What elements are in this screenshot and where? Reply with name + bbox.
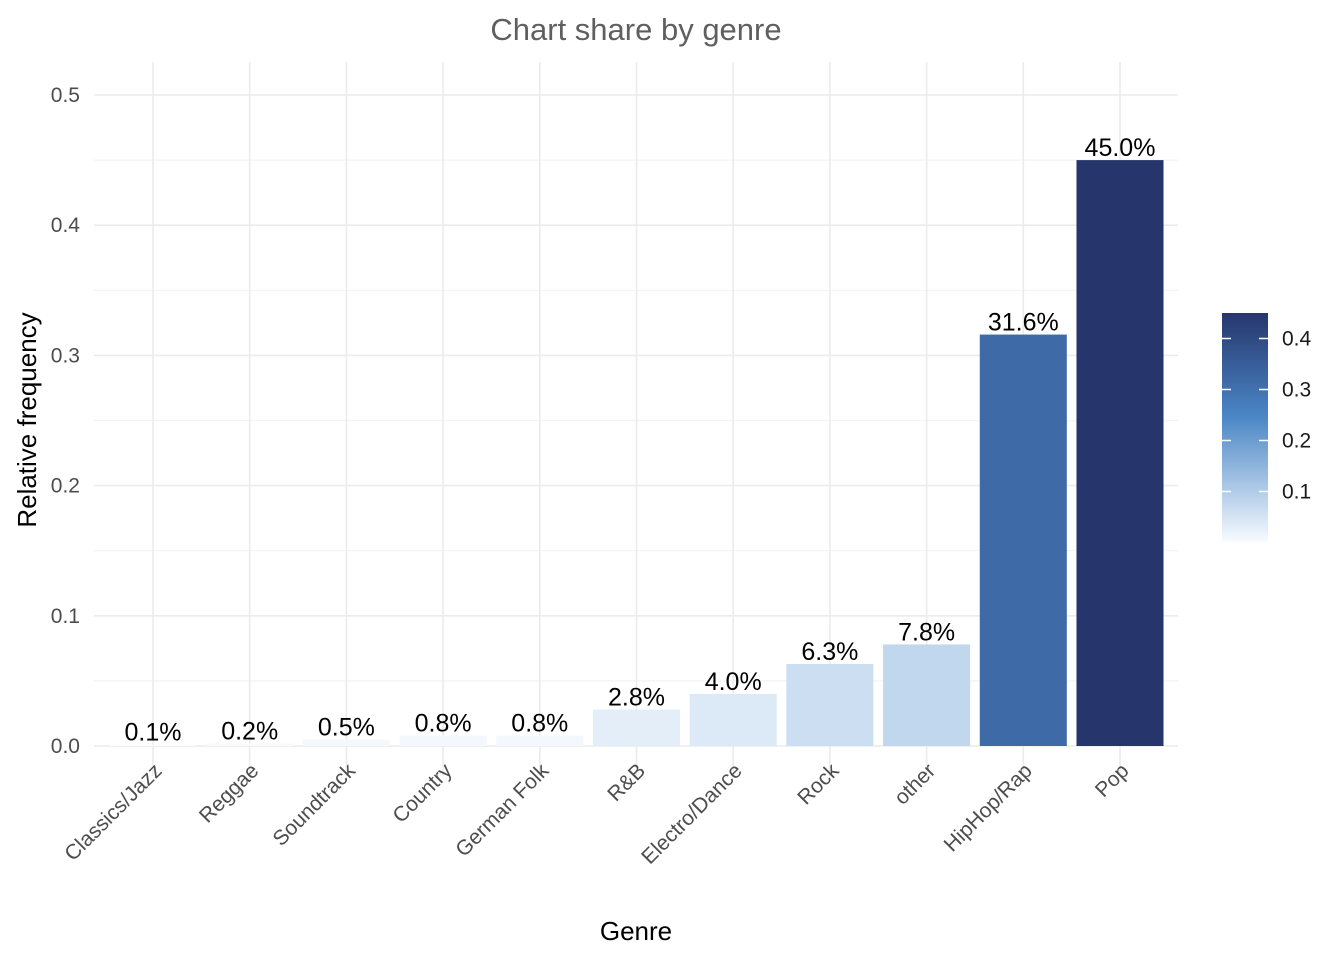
y-tick-label: 0.4 bbox=[51, 214, 81, 237]
y-axis-ticks: 0.0 0.1 0.2 0.3 0.4 0.5 bbox=[51, 84, 81, 758]
x-tick-label: other bbox=[890, 759, 940, 809]
y-axis-title: Relative frequency bbox=[12, 312, 42, 527]
bar bbox=[883, 644, 971, 746]
bar bbox=[109, 744, 197, 746]
y-tick-label: 0.5 bbox=[51, 84, 80, 107]
y-tick-label: 0.0 bbox=[51, 735, 80, 758]
x-tick-label: Country bbox=[388, 759, 457, 828]
x-axis-ticks: Classics/Jazz Reggae Soundtrack CountryGerm… bbox=[60, 759, 1133, 869]
data-label: 0.8% bbox=[415, 710, 472, 738]
bar bbox=[689, 693, 777, 746]
legend-tick-label: 0.1 bbox=[1282, 481, 1311, 504]
data-label: 31.6% bbox=[988, 309, 1059, 337]
data-label: 2.8% bbox=[608, 684, 665, 712]
x-axis-title: Genre bbox=[600, 916, 672, 946]
data-label: 4.0% bbox=[705, 668, 762, 696]
legend-ticks: 0.1 0.2 0.3 0.4 bbox=[1222, 328, 1312, 504]
bar bbox=[786, 663, 874, 746]
x-tick-label: Classics/Jazz bbox=[60, 759, 166, 865]
bar bbox=[496, 735, 584, 746]
x-tick-label: Soundtrack bbox=[269, 759, 361, 851]
legend-tick-label: 0.2 bbox=[1282, 430, 1311, 453]
legend-tick-label: 0.4 bbox=[1282, 328, 1312, 351]
bar bbox=[979, 334, 1067, 746]
x-tick-label: HipHop/Rap bbox=[940, 759, 1037, 856]
y-tick-label: 0.1 bbox=[51, 605, 80, 628]
bar bbox=[399, 735, 487, 746]
data-label: 0.2% bbox=[221, 717, 278, 745]
bar bbox=[206, 743, 294, 746]
bars bbox=[109, 160, 1164, 747]
chart-title: Chart share by genre bbox=[490, 12, 781, 47]
data-labels: 0.1% 0.2% 0.5% 0.8% 0.8% 2.8% 4.0% 6.3% 7.8% 31.6… bbox=[125, 134, 1156, 747]
color-legend: 0.1 0.2 0.3 0.4 bbox=[1222, 313, 1312, 542]
legend-tick-label: 0.3 bbox=[1282, 379, 1311, 402]
data-label: 0.1% bbox=[125, 719, 182, 747]
x-tick-label: R&B bbox=[603, 759, 650, 806]
x-tick-label: Electro/Dance bbox=[637, 759, 747, 869]
legend-colorbar bbox=[1222, 313, 1268, 542]
bar bbox=[592, 709, 681, 746]
data-label: 45.0% bbox=[1085, 134, 1156, 162]
x-tick-label: Reggae bbox=[195, 759, 263, 827]
bar bbox=[1076, 160, 1164, 747]
data-label: 0.8% bbox=[511, 710, 568, 738]
data-label: 7.8% bbox=[898, 618, 955, 646]
data-label: 0.5% bbox=[318, 713, 375, 741]
y-tick-label: 0.2 bbox=[51, 475, 80, 498]
data-label: 6.3% bbox=[801, 638, 858, 666]
bar bbox=[302, 739, 390, 746]
x-tick-label: Pop bbox=[1091, 759, 1134, 802]
y-tick-label: 0.3 bbox=[51, 344, 80, 367]
x-tick-label: Rock bbox=[793, 759, 843, 809]
x-tick-label: German Folk bbox=[451, 759, 553, 861]
